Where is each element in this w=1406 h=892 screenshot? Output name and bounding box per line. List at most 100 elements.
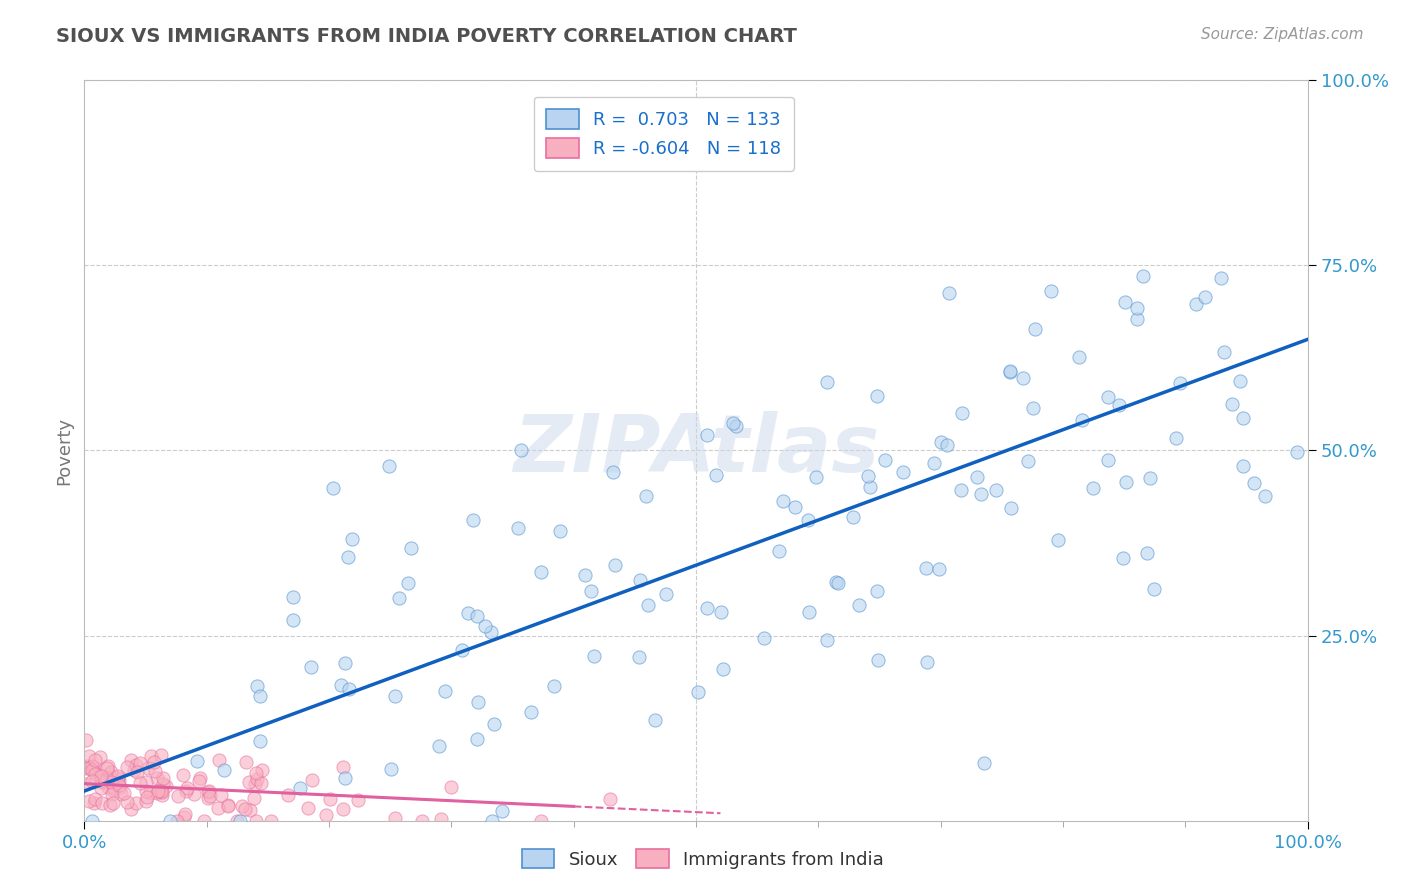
Point xyxy=(188,774,211,789)
Point xyxy=(602,465,624,479)
Point xyxy=(117,795,139,809)
Point xyxy=(318,792,340,806)
Point xyxy=(246,772,269,786)
Point xyxy=(583,649,606,664)
Point xyxy=(115,760,138,774)
Point xyxy=(142,755,165,769)
Point xyxy=(277,788,299,802)
Point xyxy=(233,802,256,816)
Point xyxy=(1243,476,1265,491)
Point xyxy=(281,591,304,605)
Text: ZIPAtlas: ZIPAtlas xyxy=(513,411,879,490)
Point xyxy=(704,467,727,482)
Point xyxy=(73,761,96,775)
Point xyxy=(193,814,215,828)
Point xyxy=(628,649,651,664)
Point xyxy=(520,705,543,719)
Point xyxy=(768,544,790,558)
Point xyxy=(866,652,889,666)
Point xyxy=(97,759,120,773)
Point xyxy=(100,787,122,801)
Point xyxy=(1143,582,1166,597)
Point xyxy=(122,764,145,778)
Y-axis label: Poverty: Poverty xyxy=(55,417,73,484)
Point xyxy=(724,419,747,434)
Point xyxy=(482,717,505,731)
Point xyxy=(950,406,973,420)
Point xyxy=(433,684,456,698)
Point xyxy=(155,779,177,793)
Point xyxy=(76,759,98,773)
Point xyxy=(465,609,488,624)
Point xyxy=(1097,390,1119,404)
Point xyxy=(332,760,354,774)
Point xyxy=(183,787,205,801)
Point xyxy=(330,678,353,692)
Point xyxy=(135,774,157,789)
Point xyxy=(1115,475,1137,489)
Point xyxy=(1136,546,1159,560)
Point xyxy=(207,800,229,814)
Point xyxy=(145,764,167,778)
Point xyxy=(249,689,271,703)
Point xyxy=(865,389,887,403)
Point xyxy=(146,784,169,798)
Point xyxy=(796,513,818,527)
Point xyxy=(474,619,496,633)
Point xyxy=(226,814,249,828)
Point xyxy=(200,789,222,804)
Point xyxy=(217,797,239,812)
Point xyxy=(938,285,960,300)
Point xyxy=(873,452,896,467)
Point xyxy=(208,753,231,767)
Point xyxy=(1132,269,1154,284)
Point xyxy=(1046,533,1069,547)
Point xyxy=(440,780,463,794)
Point xyxy=(550,524,572,539)
Point xyxy=(1232,410,1254,425)
Point xyxy=(231,799,253,814)
Point xyxy=(1039,284,1062,298)
Point xyxy=(509,443,531,458)
Point xyxy=(931,435,953,450)
Point xyxy=(297,800,319,814)
Point xyxy=(332,801,354,815)
Point xyxy=(891,466,914,480)
Point xyxy=(465,731,488,746)
Point xyxy=(530,814,553,828)
Point xyxy=(82,774,104,789)
Point xyxy=(1067,350,1090,364)
Point xyxy=(922,456,945,470)
Point xyxy=(101,782,124,797)
Point xyxy=(1114,295,1136,310)
Point xyxy=(108,772,131,787)
Point xyxy=(430,812,453,826)
Point xyxy=(84,791,107,805)
Point xyxy=(149,747,172,762)
Point xyxy=(84,767,107,781)
Point xyxy=(825,575,848,590)
Point xyxy=(217,799,239,814)
Point xyxy=(772,494,794,508)
Point xyxy=(1209,271,1232,285)
Point xyxy=(1126,301,1149,315)
Point xyxy=(238,775,260,789)
Point xyxy=(146,786,169,800)
Point xyxy=(77,794,100,808)
Point xyxy=(858,480,880,494)
Point xyxy=(1000,500,1022,515)
Point xyxy=(928,562,950,576)
Point xyxy=(783,500,806,515)
Point xyxy=(384,811,406,825)
Point xyxy=(457,606,479,620)
Point xyxy=(506,520,529,534)
Point xyxy=(579,584,602,599)
Point xyxy=(120,753,142,767)
Point xyxy=(166,789,188,803)
Point xyxy=(479,625,502,640)
Point xyxy=(1168,376,1191,391)
Point xyxy=(388,591,411,605)
Point xyxy=(1024,322,1046,336)
Point xyxy=(166,814,188,828)
Point xyxy=(173,810,195,824)
